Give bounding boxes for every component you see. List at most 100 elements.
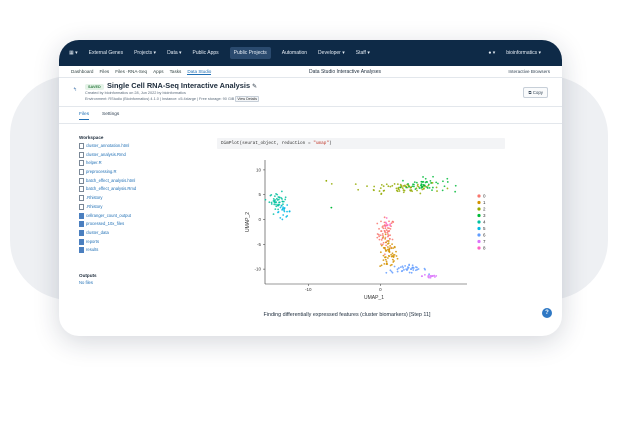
tab-settings[interactable]: Settings <box>102 112 120 117</box>
point-cluster-1 <box>390 255 393 258</box>
point-cluster-6 <box>410 271 413 274</box>
point-cluster-4 <box>278 201 280 204</box>
point-cluster-4 <box>276 193 279 196</box>
copy-icon: ⧉ <box>528 90 532 95</box>
point-cluster-3 <box>420 187 423 189</box>
workspace-entry[interactable]: batch_effect_analysis.html <box>79 177 179 187</box>
point-cluster-1 <box>379 251 382 254</box>
point-cluster-7 <box>427 274 430 277</box>
legend-swatch-7 <box>477 239 481 244</box>
workspace-entry[interactable]: reports <box>79 238 179 248</box>
workspace-entry[interactable]: cluster_analysis.Rmd <box>79 151 179 161</box>
legend-label-7: 7 <box>483 239 486 244</box>
project-tab-5[interactable]: Data Studio <box>187 68 212 75</box>
point-cluster-0 <box>387 233 389 236</box>
file-icon <box>79 203 84 210</box>
y-tick-label: 0 <box>258 217 261 222</box>
workspace-entry[interactable]: results <box>79 247 179 256</box>
point-cluster-5 <box>280 204 283 207</box>
point-cluster-0 <box>381 243 384 246</box>
point-cluster-8 <box>389 223 391 225</box>
point-cluster-0 <box>380 243 382 246</box>
point-cluster-2 <box>402 184 405 187</box>
point-cluster-5 <box>286 204 289 206</box>
point-cluster-1 <box>395 250 397 253</box>
file-icon <box>79 169 84 176</box>
point-cluster-3 <box>435 181 438 184</box>
point-cluster-2 <box>402 189 405 191</box>
file-icon <box>79 151 84 158</box>
edit-icon[interactable]: ✎ <box>252 84 258 90</box>
person-icon[interactable]: ● ▾ <box>488 50 496 56</box>
point-cluster-0 <box>383 224 386 226</box>
point-cluster-2 <box>330 182 333 185</box>
point-cluster-7 <box>429 276 432 279</box>
x-tick-label: 0 <box>379 287 382 292</box>
view-details-button[interactable]: View Details <box>235 96 260 102</box>
top-nav-item-1[interactable]: Projects ▾ <box>134 50 157 56</box>
point-cluster-3 <box>402 179 404 182</box>
point-cluster-1 <box>389 244 391 247</box>
outputs-panel: Outputs No files <box>79 273 97 285</box>
point-cluster-7 <box>423 273 426 276</box>
workspace-entry[interactable]: helper.R <box>79 160 179 169</box>
point-cluster-4 <box>274 208 277 211</box>
workspace-entry[interactable]: batch_effect_analysis.Rmd <box>79 186 179 195</box>
point-cluster-0 <box>382 241 385 244</box>
project-tab-2[interactable]: Files ·RNA-Seq <box>115 68 148 74</box>
point-cluster-0 <box>390 222 393 225</box>
point-cluster-4 <box>270 201 273 204</box>
code-cell[interactable]: DimPlot(seurat_object, reduction = "umap… <box>217 138 505 149</box>
point-cluster-3 <box>420 183 423 185</box>
project-tab-0[interactable]: Dashboard <box>71 68 94 74</box>
point-cluster-6 <box>412 269 415 271</box>
point-cluster-6 <box>412 267 415 269</box>
top-nav-item-3[interactable]: Public Apps <box>192 50 219 56</box>
point-cluster-6 <box>390 270 393 273</box>
y-tick-label: -10 <box>254 267 261 272</box>
section-title: Data Studio Interactive Analyses <box>309 68 381 75</box>
outlier-point <box>330 206 333 209</box>
point-cluster-0 <box>382 227 385 230</box>
workspace-entry[interactable]: .Rhistory <box>79 203 179 213</box>
top-nav-item-5[interactable]: Automation <box>281 50 308 56</box>
y-tick-label: 5 <box>258 192 261 197</box>
workspace-entry[interactable]: preprocessing.R <box>79 169 179 178</box>
interactive-browsers-link[interactable]: Interactive Browsers <box>508 69 550 74</box>
point-cluster-6 <box>401 265 404 268</box>
point-cluster-1 <box>379 265 382 267</box>
project-tab-1[interactable]: Files <box>99 68 110 74</box>
workspace-entry[interactable]: cluster_data <box>79 229 179 239</box>
point-cluster-1 <box>384 248 387 251</box>
point-cluster-2 <box>357 188 360 191</box>
top-nav-item-4[interactable]: Public Projects <box>229 47 271 59</box>
project-tab-3[interactable]: Apps <box>153 68 164 74</box>
point-cluster-3 <box>429 180 432 182</box>
point-cluster-4 <box>272 198 275 200</box>
workspace-entry[interactable]: cellranger_count_output <box>79 212 179 222</box>
point-cluster-5 <box>283 207 286 209</box>
point-cluster-1 <box>382 254 385 257</box>
top-nav-item-2[interactable]: Data ▾ <box>167 50 182 56</box>
top-nav-item-6[interactable]: Developer ▾ <box>318 50 345 56</box>
help-button[interactable]: ? <box>542 308 552 318</box>
grid-icon[interactable]: ▦ ▾ <box>69 50 78 56</box>
point-cluster-0 <box>380 239 383 241</box>
copy-button[interactable]: ⧉ Copy <box>523 87 548 98</box>
back-arrow-icon[interactable]: ↰ <box>73 87 78 93</box>
workspace-entry[interactable]: .Rhistory <box>79 195 179 204</box>
point-cluster-5 <box>286 215 289 217</box>
workspace-entry[interactable]: cluster_annotation.html <box>79 143 179 152</box>
point-cluster-2 <box>416 189 418 192</box>
workspace-entry[interactable]: processed_10x_files <box>79 221 179 230</box>
top-nav-item-0[interactable]: External Genes <box>88 50 124 56</box>
point-cluster-3 <box>413 185 415 188</box>
top-nav-item-7[interactable]: Staff ▾ <box>355 50 370 56</box>
user-menu[interactable]: bioinformatics ▾ <box>506 50 541 56</box>
tab-files[interactable]: Files <box>79 112 90 120</box>
point-cluster-2 <box>354 183 357 185</box>
point-cluster-2 <box>396 190 399 193</box>
legend-swatch-4 <box>477 220 481 224</box>
point-cluster-3 <box>415 181 418 184</box>
project-tab-4[interactable]: Tasks <box>169 68 182 74</box>
